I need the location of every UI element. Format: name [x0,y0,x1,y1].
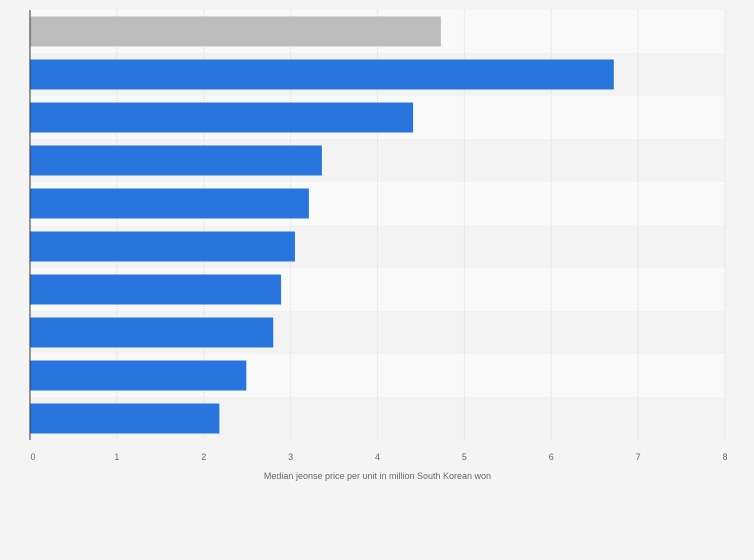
x-tick-label: 5 [462,452,467,462]
bar[interactable] [30,231,295,262]
x-tick-label: 2 [201,452,206,462]
x-tick-label: 7 [636,452,641,462]
x-tick-label: 4 [375,452,380,462]
x-tick-label: 0 [30,452,35,462]
x-tick-label: 6 [549,452,554,462]
x-tick-label: 1 [114,452,119,462]
x-axis-title: Median jeonse price per unit in million … [264,471,491,481]
bar[interactable] [30,145,322,176]
x-tick-label: 3 [288,452,293,462]
x-tick-labels: 0 1 2 3 4 5 6 7 8 [30,452,727,462]
bar[interactable] [30,317,274,348]
bar[interactable] [30,360,247,391]
bar[interactable] [30,274,282,305]
bars [30,16,614,434]
bar[interactable] [30,403,220,434]
x-tick-label: 8 [722,452,727,462]
bar[interactable] [30,188,309,219]
bar[interactable] [30,102,414,133]
bar[interactable] [30,59,614,90]
bar[interactable] [30,16,441,47]
